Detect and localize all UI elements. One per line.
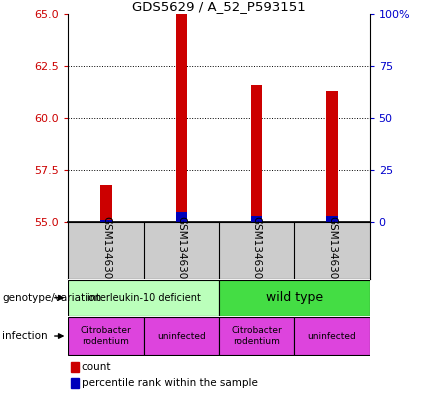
Bar [100, 220, 111, 222]
Text: GSM1346307: GSM1346307 [252, 216, 261, 285]
Text: GSM1346306: GSM1346306 [327, 216, 337, 285]
Text: uninfected: uninfected [308, 332, 356, 340]
Title: GDS5629 / A_52_P593151: GDS5629 / A_52_P593151 [132, 0, 306, 13]
Bar [68, 317, 143, 355]
Bar [68, 280, 219, 316]
Bar [100, 185, 111, 222]
Text: Citrobacter
rodentium: Citrobacter rodentium [231, 326, 282, 346]
Bar [176, 14, 187, 222]
Text: percentile rank within the sample: percentile rank within the sample [82, 378, 258, 388]
Bar [326, 91, 337, 222]
Bar [71, 362, 79, 372]
Text: uninfected: uninfected [157, 332, 205, 340]
Bar [219, 317, 294, 355]
Text: count: count [82, 362, 111, 372]
Bar [326, 216, 337, 222]
Bar [71, 378, 79, 388]
Text: infection: infection [2, 331, 48, 341]
Text: interleukin-10 deficient: interleukin-10 deficient [87, 293, 201, 303]
Text: wild type: wild type [266, 291, 323, 304]
Text: GSM1346309: GSM1346309 [101, 216, 111, 285]
Bar [176, 211, 187, 222]
Bar [251, 84, 262, 222]
Bar [294, 317, 370, 355]
Text: genotype/variation: genotype/variation [2, 293, 101, 303]
Text: GSM1346308: GSM1346308 [176, 216, 186, 285]
Bar [251, 216, 262, 222]
Text: Citrobacter
rodentium: Citrobacter rodentium [81, 326, 131, 346]
Bar [219, 280, 370, 316]
Bar [143, 317, 219, 355]
